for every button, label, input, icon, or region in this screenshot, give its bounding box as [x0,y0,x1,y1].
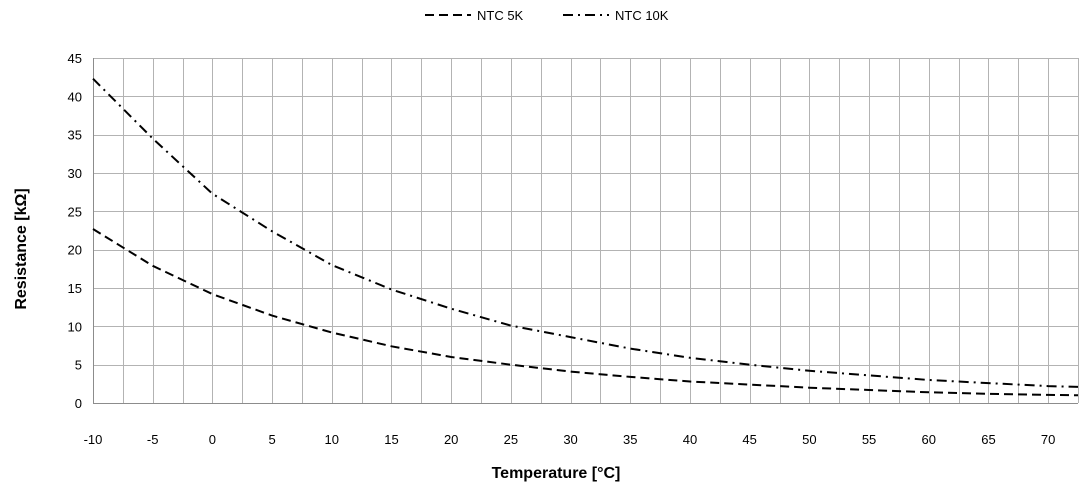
x-tick-label: 10 [325,432,339,447]
y-axis-title: Resistance [kΩ] [13,188,30,309]
x-tick-label: -5 [147,432,159,447]
x-tick-label: 25 [504,432,518,447]
legend: NTC 5K NTC 10K [425,8,669,23]
x-tick-label: 30 [563,432,577,447]
series-line-2 [92,77,1079,388]
series-layer [92,77,1079,397]
y-tick-label: 35 [68,128,82,143]
x-tick-label: 0 [209,432,216,447]
grid [93,58,1079,404]
y-tick-label: 10 [68,319,82,334]
x-tick-label: 20 [444,432,458,447]
x-tick-label: 70 [1041,432,1055,447]
x-tick-label: 65 [981,432,995,447]
y-tick-label: 45 [68,51,82,66]
y-axis-ticks: 0 5 10 15 20 25 30 35 40 45 [68,51,82,411]
series-line-1 [92,228,1079,397]
x-tick-label: -10 [84,432,103,447]
x-tick-label: 40 [683,432,697,447]
x-tick-label: 50 [802,432,816,447]
x-tick-label: 55 [862,432,876,447]
y-tick-label: 15 [68,281,82,296]
x-tick-label: 5 [268,432,275,447]
y-tick-label: 5 [75,358,82,373]
x-tick-label: 45 [742,432,756,447]
y-tick-label: 0 [75,396,82,411]
legend-label-1: NTC 5K [477,8,524,23]
x-axis-ticks: -10 -5 0 5 10 15 20 25 30 35 40 45 50 55 60 65 70 [84,432,1056,447]
y-tick-label: 25 [68,204,82,219]
x-tick-label: 35 [623,432,637,447]
x-tick-label: 15 [384,432,398,447]
y-tick-label: 40 [68,89,82,104]
y-tick-label: 30 [68,166,82,181]
x-tick-label: 60 [922,432,936,447]
x-axis-title: Temperature [°C] [492,465,621,482]
y-tick-label: 20 [68,243,82,258]
legend-label-2: NTC 10K [615,8,669,23]
